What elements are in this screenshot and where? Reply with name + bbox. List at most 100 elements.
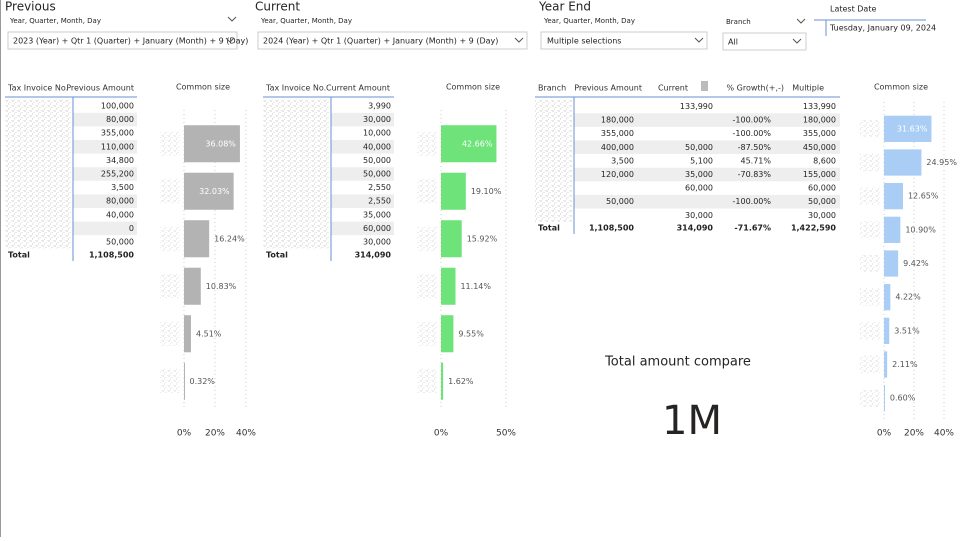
slicer-dropdown[interactable] — [540, 31, 708, 50]
bar — [884, 284, 891, 311]
data-label: 9.55% — [458, 329, 484, 338]
data-label: 11.14% — [460, 282, 491, 291]
cell: 50,000 — [106, 238, 134, 247]
column-swatch — [701, 81, 708, 91]
total-cell: Total — [538, 224, 560, 233]
cell: 35,000 — [685, 170, 713, 179]
cell: 133,990 — [803, 102, 836, 111]
cell: 80,000 — [106, 115, 134, 124]
slicer-dropdown[interactable] — [722, 32, 807, 51]
category-label-redacted — [860, 187, 880, 205]
data-label: 10.90% — [905, 225, 936, 234]
category-label-redacted — [160, 368, 180, 394]
data-label: 0.32% — [189, 377, 215, 386]
date-value: Tuesday, January 09, 2024 — [829, 24, 936, 33]
slicer-title: Previous — [5, 0, 56, 14]
slicer-title: Year End — [538, 0, 591, 14]
x-tick-label: 0% — [877, 429, 892, 439]
data-label: 42.66% — [462, 139, 493, 148]
cell: 45.71% — [740, 156, 771, 165]
data-label: 31.63% — [897, 124, 928, 133]
bar — [884, 216, 901, 243]
bar — [884, 351, 888, 378]
bar — [884, 115, 932, 142]
cell: 50,000 — [606, 197, 634, 206]
chevron[interactable] — [225, 37, 235, 43]
x-tick-label: 20% — [904, 429, 924, 439]
data-label: 32.03% — [199, 187, 230, 196]
slicer-value: All — [728, 38, 738, 47]
category-label-redacted — [160, 131, 180, 156]
row-band — [331, 221, 394, 236]
cell: 34,800 — [106, 156, 134, 165]
bar — [884, 385, 885, 412]
redacted-column — [263, 99, 329, 249]
bar — [441, 172, 466, 210]
chevron[interactable] — [694, 37, 704, 43]
category-label-redacted — [417, 226, 437, 251]
category-label-redacted — [860, 153, 880, 172]
column-header: Tax Invoice No. — [265, 84, 326, 93]
slicer-value: 2024 (Year) + Qtr 1 (Quarter) + January … — [263, 37, 498, 46]
bar — [441, 362, 444, 400]
data-label: 9.42% — [903, 259, 929, 268]
chevron[interactable] — [514, 37, 524, 43]
data-label: 16.24% — [214, 234, 245, 243]
row-band — [331, 194, 394, 208]
cell: 5,100 — [690, 156, 713, 165]
category-label-redacted — [860, 221, 880, 239]
cell: 50,000 — [685, 143, 713, 152]
slicer-dropdown[interactable] — [7, 31, 238, 50]
data-label: 10.83% — [206, 282, 237, 291]
row-band — [73, 112, 137, 127]
column-header: Previous Amount — [574, 84, 642, 93]
row-band — [574, 194, 840, 209]
cell: 155,000 — [803, 170, 836, 179]
cell: 50,000 — [808, 197, 836, 206]
cell: 60,000 — [808, 184, 836, 193]
total-cell: 1,422,590 — [791, 224, 836, 233]
data-label: 15.92% — [467, 234, 498, 243]
chart-title: Common size — [446, 83, 500, 92]
bar — [184, 315, 191, 353]
cell: 180,000 — [601, 116, 634, 125]
bar — [441, 315, 454, 353]
slicer-dropdown[interactable] — [257, 31, 528, 50]
total-cell: -71.67% — [734, 224, 771, 233]
cell: -100.00% — [733, 116, 772, 125]
slicer-field: Year, Quarter, Month, Day — [9, 17, 101, 25]
category-label-redacted — [860, 389, 880, 407]
slicer-value: 2023 (Year) + Qtr 1 (Quarter) + January … — [13, 37, 248, 46]
cell: 30,000 — [808, 211, 836, 220]
cell: 35,000 — [363, 210, 391, 219]
data-label: 36.08% — [205, 139, 236, 148]
chart-title: Common size — [176, 83, 230, 92]
row-band — [574, 140, 840, 155]
slicer-title: Current — [255, 0, 300, 14]
data-label: 0.60% — [890, 394, 916, 403]
x-tick-label: 40% — [236, 429, 256, 439]
chevron[interactable] — [227, 16, 237, 22]
cell: -87.50% — [738, 143, 772, 152]
cell: 450,000 — [803, 143, 836, 152]
category-label-redacted — [417, 178, 437, 204]
chevron[interactable] — [796, 18, 806, 24]
row-band — [331, 167, 394, 181]
category-label-redacted — [160, 321, 180, 346]
data-label: 1.62% — [448, 377, 474, 386]
row-band — [331, 140, 394, 154]
chevron[interactable] — [792, 38, 802, 44]
category-label-redacted — [160, 226, 180, 251]
bar — [884, 183, 903, 210]
cell: -100.00% — [733, 129, 772, 138]
category-label-redacted — [160, 273, 180, 299]
cell: 30,000 — [363, 115, 391, 124]
cell: 60,000 — [685, 184, 713, 193]
cell: 100,000 — [101, 102, 134, 111]
bar — [884, 250, 899, 277]
card-value: 1M — [662, 398, 722, 444]
data-label: 4.51% — [196, 329, 222, 338]
cell: 2,550 — [368, 183, 391, 192]
cell: 40,000 — [106, 210, 134, 219]
cell: 3,500 — [111, 183, 134, 192]
